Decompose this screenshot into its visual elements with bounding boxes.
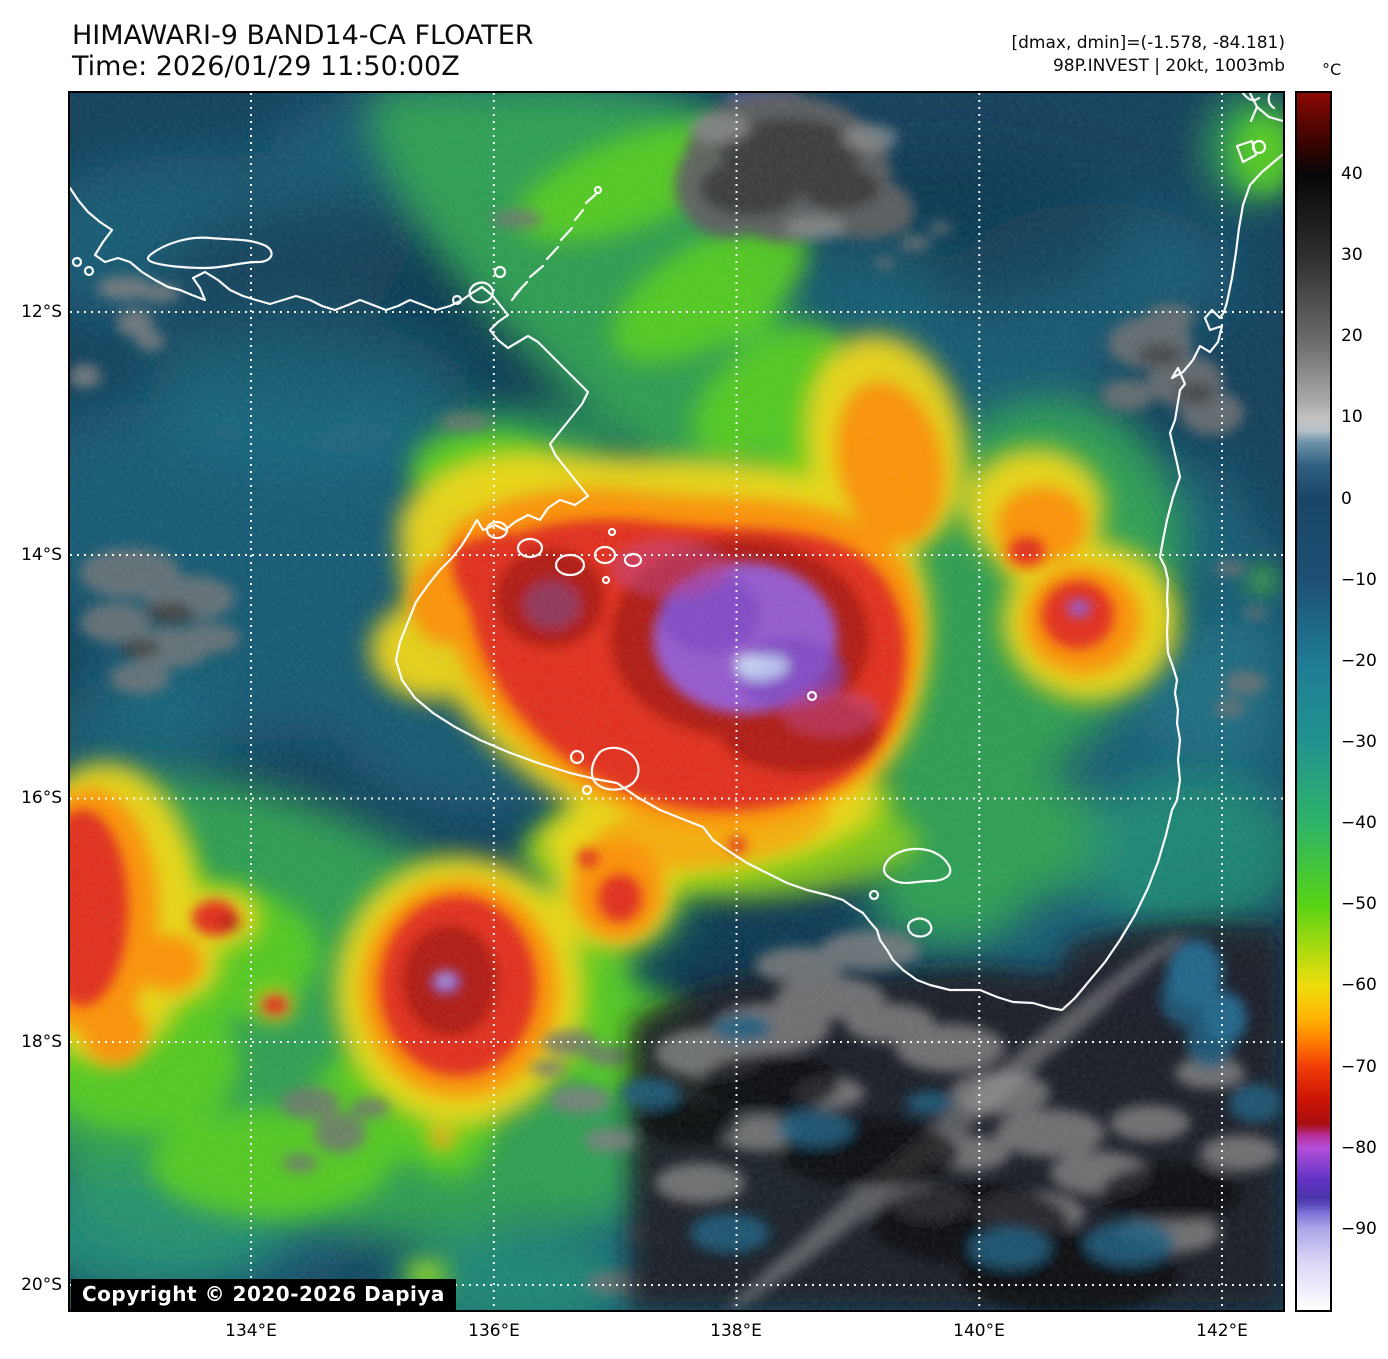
lon-tick-label: 136°E [468, 1321, 520, 1341]
lat-tick-label: 18°S [21, 1032, 62, 1052]
colorbar-tick-label: −70 [1341, 1057, 1377, 1077]
storm-info-label: 98P.INVEST | 20kt, 1003mb [1052, 56, 1285, 76]
info-block: [dmax, dmin]=(-1.578, -84.181) 98P.INVES… [1012, 32, 1286, 78]
colorbar-tick-label: −10 [1341, 570, 1377, 590]
title-block: HIMAWARI-9 BAND14-CA FLOATER Time: 2026/… [72, 20, 534, 82]
dmax-dmin-label: [dmax, dmin]=(-1.578, -84.181) [1011, 33, 1286, 53]
lat-tick-label: 14°S [21, 545, 62, 565]
colorbar-tick-label: −50 [1341, 894, 1377, 914]
colorbar-tick-label: −30 [1341, 732, 1377, 752]
lat-tick-label: 16°S [21, 788, 62, 808]
temperature-colorbar [1295, 91, 1332, 1312]
lon-tick-label: 140°E [953, 1321, 1005, 1341]
copyright-badge: Copyright © 2020-2026 Dapiya [71, 1279, 456, 1311]
timestamp-label: Time: 2026/01/29 11:50:00Z [72, 51, 460, 82]
colorbar-tick-label: −60 [1341, 975, 1377, 995]
colorbar-tick-label: 30 [1341, 245, 1363, 265]
colorbar-tick-label: 0 [1341, 489, 1352, 509]
lat-tick-label: 20°S [21, 1275, 62, 1295]
lon-tick-label: 142°E [1196, 1321, 1248, 1341]
colorbar-tick-label: 20 [1341, 326, 1363, 346]
colorbar-tick-label: −90 [1341, 1219, 1377, 1239]
lat-tick-label: 12°S [21, 302, 62, 322]
coastline [70, 93, 1283, 1012]
page-title: HIMAWARI-9 BAND14-CA FLOATER [72, 20, 534, 51]
lon-tick-label: 134°E [225, 1321, 277, 1341]
colorbar-tick-label: 40 [1341, 164, 1363, 184]
colorbar-tick-label: −40 [1341, 813, 1377, 833]
grain-texture [70, 93, 1283, 1310]
lon-tick-label: 138°E [710, 1321, 762, 1341]
colorbar-tick-label: 10 [1341, 407, 1363, 427]
colorbar-tick-label: −20 [1341, 651, 1377, 671]
satellite-map [68, 91, 1285, 1312]
satellite-ir-image [70, 93, 1283, 1310]
colorbar-unit-label: °C [1322, 60, 1342, 79]
colorbar-tick-label: −80 [1341, 1138, 1377, 1158]
